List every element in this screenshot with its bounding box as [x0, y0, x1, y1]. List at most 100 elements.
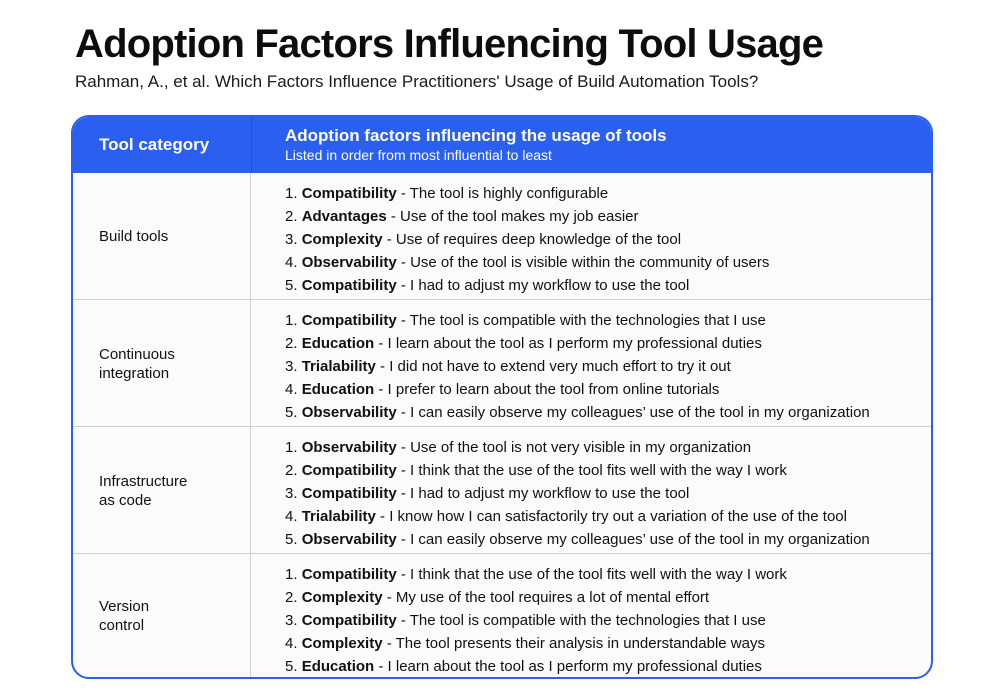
factor-name: Compatibility [301, 566, 397, 583]
factor-description: - The tool presents their analysis in un… [382, 635, 765, 652]
factor-number: 5. [285, 277, 298, 294]
row-category-cell: Continuous integration [73, 300, 251, 427]
factor-name: Observability [301, 404, 397, 421]
factor-description: - I think that the use of the tool fits … [396, 566, 787, 583]
factor-description: - The tool is compatible with the techno… [396, 312, 766, 329]
factor-number: 1. [285, 439, 298, 456]
factor-description: - Use of the tool makes my job easier [386, 208, 639, 225]
factor-number: 3. [285, 358, 298, 375]
factor-name: Advantages [301, 208, 387, 225]
factor-number: 2. [285, 335, 298, 352]
page-subtitle: Rahman, A., et al. Which Factors Influen… [75, 72, 759, 91]
factor-list: 1. Compatibility - The tool is compatibl… [285, 309, 870, 424]
factor-description: - Use of requires deep knowledge of the … [382, 231, 682, 248]
factor-name: Complexity [301, 231, 383, 248]
factor-name: Education [301, 381, 375, 398]
factor-item: 2. Compatibility - I think that the use … [285, 459, 870, 482]
factor-description: - I can easily observe my colleagues’ us… [396, 531, 870, 548]
factor-item: 4. Education - I prefer to learn about t… [285, 378, 870, 401]
table-row: Infrastructure as code 1. Observability … [73, 426, 931, 554]
factor-number: 2. [285, 462, 298, 479]
factor-number: 4. [285, 635, 298, 652]
factor-number: 5. [285, 531, 298, 548]
factor-number: 1. [285, 566, 298, 583]
factor-item: 5. Compatibility - I had to adjust my wo… [285, 274, 769, 297]
factor-description: - I had to adjust my workflow to use the… [396, 485, 690, 502]
factor-item: 1. Compatibility - The tool is compatibl… [285, 309, 870, 332]
factor-item: 5. Observability - I can easily observe … [285, 401, 870, 424]
factor-description: - I had to adjust my workflow to use the… [396, 277, 690, 294]
factor-number: 2. [285, 208, 298, 225]
factor-description: - Use of the tool is not very visible in… [396, 439, 752, 456]
factor-item: 4. Observability - Use of the tool is vi… [285, 251, 769, 274]
factor-item: 1. Observability - Use of the tool is no… [285, 436, 870, 459]
factor-number: 2. [285, 589, 298, 606]
factor-description: - I know how I can satisfactorily try ou… [375, 508, 847, 525]
row-category-label: Version control [99, 598, 150, 634]
factor-number: 3. [285, 612, 298, 629]
factor-description: - The tool is highly configurable [396, 185, 609, 202]
factor-name: Compatibility [301, 462, 397, 479]
factor-number: 5. [285, 404, 298, 421]
factor-name: Observability [301, 531, 397, 548]
factor-item: 1. Compatibility - The tool is highly co… [285, 182, 769, 205]
factor-item: 3. Complexity - Use of requires deep kno… [285, 228, 769, 251]
factor-item: 2. Advantages - Use of the tool makes my… [285, 205, 769, 228]
table-row: Build tools 1. Compatibility - The tool … [73, 173, 931, 299]
factor-description: - I think that the use of the tool fits … [396, 462, 787, 479]
table-header: Tool category Adoption factors influenci… [73, 117, 931, 173]
header-order-note: Listed in order from most influential to… [285, 147, 552, 163]
factors-table: Tool category Adoption factors influenci… [71, 115, 933, 679]
factor-description: - I can easily observe my colleagues’ us… [396, 404, 870, 421]
factor-name: Compatibility [301, 277, 397, 294]
factor-description: - I learn about the tool as I perform my… [374, 335, 762, 352]
factor-name: Complexity [301, 635, 383, 652]
factor-name: Trialability [301, 508, 376, 525]
factor-item: 4. Complexity - The tool presents their … [285, 632, 787, 655]
factor-name: Compatibility [301, 312, 397, 329]
header-tool-category: Tool category [99, 135, 210, 154]
factor-description: - My use of the tool requires a lot of m… [382, 589, 710, 606]
row-category-label: Infrastructure as code [99, 472, 188, 509]
header-adoption-factors: Adoption factors influencing the usage o… [285, 126, 667, 145]
factor-item: 3. Compatibility - The tool is compatibl… [285, 609, 787, 632]
factor-description: - I did not have to extend very much eff… [375, 358, 731, 375]
factor-list: 1. Compatibility - I think that the use … [285, 563, 787, 677]
factor-name: Observability [301, 254, 397, 271]
row-category-label: Continuous integration [99, 345, 175, 382]
factor-name: Trialability [301, 358, 376, 375]
factor-name: Education [301, 335, 375, 352]
table-row: Continuous integration 1. Compatibility … [73, 299, 931, 427]
factor-number: 4. [285, 381, 298, 398]
factor-name: Compatibility [301, 612, 397, 629]
factor-number: 5. [285, 658, 298, 675]
factor-item: 5. Education - I learn about the tool as… [285, 655, 787, 677]
factor-name: Observability [301, 439, 397, 456]
factor-number: 1. [285, 185, 298, 202]
factor-list: 1. Compatibility - The tool is highly co… [285, 182, 769, 297]
factor-item: 3. Trialability - I did not have to exte… [285, 355, 870, 378]
factor-item: 4. Trialability - I know how I can satis… [285, 505, 870, 528]
factor-number: 3. [285, 485, 298, 502]
factor-name: Education [301, 658, 375, 675]
factor-item: 1. Compatibility - I think that the use … [285, 563, 787, 586]
row-category-cell: Build tools [73, 173, 251, 299]
factor-description: - I learn about the tool as I perform my… [374, 658, 762, 675]
factor-name: Complexity [301, 589, 383, 606]
header-divider [251, 117, 252, 173]
factor-description: - Use of the tool is visible within the … [396, 254, 770, 271]
factor-name: Compatibility [301, 185, 397, 202]
factor-item: 3. Compatibility - I had to adjust my wo… [285, 482, 870, 505]
factor-description: - The tool is compatible with the techno… [396, 612, 766, 629]
factor-item: 5. Observability - I can easily observe … [285, 528, 870, 551]
page-title: Adoption Factors Influencing Tool Usage [75, 22, 824, 66]
row-category-label: Build tools [99, 227, 169, 245]
factor-item: 2. Complexity - My use of the tool requi… [285, 586, 787, 609]
table-row: Version control 1. Compatibility - I thi… [73, 553, 931, 677]
factor-item: 2. Education - I learn about the tool as… [285, 332, 870, 355]
factor-name: Compatibility [301, 485, 397, 502]
factor-number: 4. [285, 508, 298, 525]
row-category-cell: Infrastructure as code [73, 427, 251, 554]
factor-description: - I prefer to learn about the tool from … [374, 381, 720, 398]
factor-number: 3. [285, 231, 298, 248]
